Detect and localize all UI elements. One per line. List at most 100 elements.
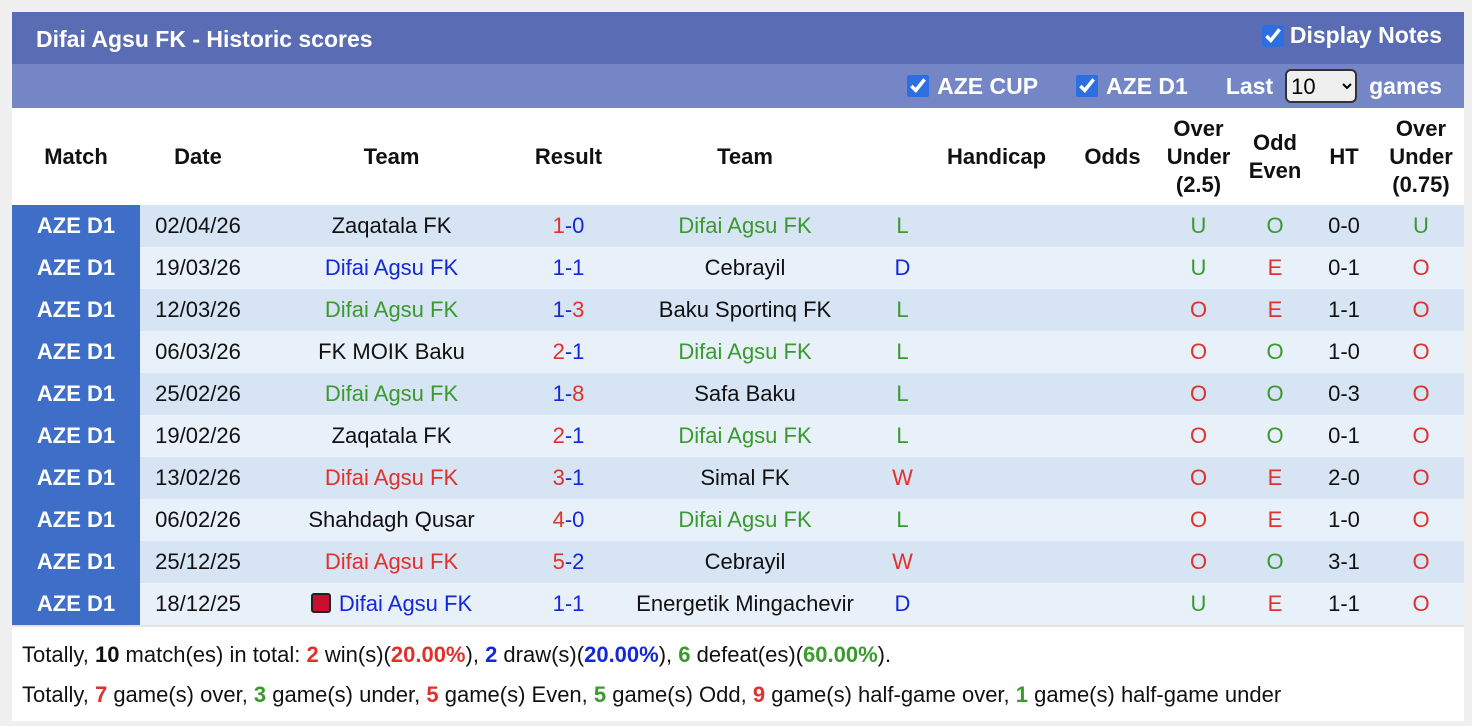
column-header: Team: [610, 108, 880, 205]
half-time: 0-0: [1310, 205, 1378, 247]
odds: [1068, 499, 1157, 541]
home-team-name: Difai Agsu FK: [324, 381, 459, 406]
score: 1-1: [552, 591, 585, 616]
result: 1-0: [527, 205, 610, 247]
outcome: L: [880, 331, 925, 373]
odd-even: E: [1240, 499, 1310, 541]
score: 1-3: [552, 297, 585, 322]
summary-text: Totally,: [22, 682, 95, 707]
summary-text: 9: [752, 682, 766, 707]
handicap: [925, 289, 1068, 331]
competition: AZE D1: [12, 331, 140, 373]
home-team-name: FK MOIK Baku: [318, 339, 465, 364]
home-team-name: Difai Agsu FK: [324, 549, 459, 574]
score: 2-1: [552, 423, 585, 448]
away-team: Safa Baku: [610, 373, 880, 415]
odd-even: E: [1240, 457, 1310, 499]
handicap: [925, 331, 1068, 373]
result: 5-2: [527, 541, 610, 583]
column-header: Handicap: [925, 108, 1068, 205]
outcome: L: [880, 373, 925, 415]
over-under-half: O: [1378, 415, 1464, 457]
date: 19/03/26: [140, 247, 256, 289]
over-under: O: [1157, 541, 1240, 583]
games-select[interactable]: 10: [1285, 69, 1358, 103]
display-notes-checkbox[interactable]: [1261, 24, 1284, 47]
outcome: W: [880, 457, 925, 499]
date: 25/02/26: [140, 373, 256, 415]
summary-line: Totally, 7 game(s) over, 3 game(s) under…: [22, 675, 1454, 715]
filter-checkbox[interactable]: [1076, 75, 1099, 97]
competition: AZE D1: [12, 457, 140, 499]
half-time: 0-1: [1310, 415, 1378, 457]
match-row: AZE D1 19/02/26 Zaqatala FK 2-1 Difai Agsu F…: [12, 415, 1464, 457]
match-row: AZE D1 25/02/26 Difai Agsu FK 1-8 Safa Baku L…: [12, 373, 1464, 415]
odds: [1068, 331, 1157, 373]
summary-text: 2: [306, 642, 319, 667]
outcome: D: [880, 583, 925, 625]
filter-bar: AZE CUP AZE D1 Last 10 games: [12, 64, 1464, 108]
handicap: [925, 457, 1068, 499]
away-team: Baku Sportinq FK: [610, 289, 880, 331]
odd-even: E: [1240, 247, 1310, 289]
handicap: [925, 373, 1068, 415]
column-header: [880, 108, 925, 205]
away-team: Cebrayil: [610, 541, 880, 583]
title-bar: Difai Agsu FK - Historic scores Display …: [12, 12, 1464, 64]
home-team-name: Difai Agsu FK: [324, 297, 459, 322]
summary-text: 3: [253, 682, 267, 707]
match-row: AZE D1 25/12/25 Difai Agsu FK 5-2 Cebrayil W O…: [12, 541, 1464, 583]
match-row: AZE D1 06/03/26 FK MOIK Baku 2-1 Difai Agsu …: [12, 331, 1464, 373]
summary-text: 60.00%: [803, 642, 878, 667]
half-time: 2-0: [1310, 457, 1378, 499]
odds: [1068, 457, 1157, 499]
half-time: 1-0: [1310, 331, 1378, 373]
over-under: U: [1157, 583, 1240, 625]
summary-text: ),: [658, 642, 679, 667]
over-under-half: O: [1378, 541, 1464, 583]
result: 1-1: [527, 247, 610, 289]
filter-checkbox[interactable]: [907, 75, 930, 97]
competition: AZE D1: [12, 499, 140, 541]
match-row: AZE D1 18/12/25 Difai Agsu FK 1-1 Energetik …: [12, 583, 1464, 625]
competition: AZE D1: [12, 583, 140, 625]
display-notes[interactable]: Display Notes: [1261, 22, 1442, 49]
filter-label: AZE CUP: [937, 72, 1039, 99]
summary-text: defeat(es)(: [690, 642, 804, 667]
half-time: 3-1: [1310, 541, 1378, 583]
home-team: Difai Agsu FK: [256, 583, 527, 625]
home-team: Difai Agsu FK: [256, 457, 527, 499]
score: 1-1: [552, 255, 585, 280]
over-under-half: O: [1378, 457, 1464, 499]
over-under-half: U: [1378, 205, 1464, 247]
odds: [1068, 205, 1157, 247]
odd-even: E: [1240, 583, 1310, 625]
odds: [1068, 541, 1157, 583]
odds: [1068, 289, 1157, 331]
over-under: U: [1157, 205, 1240, 247]
date: 13/02/26: [140, 457, 256, 499]
over-under: O: [1157, 331, 1240, 373]
column-header: Odds: [1068, 108, 1157, 205]
home-team: Difai Agsu FK: [256, 289, 527, 331]
match-row: AZE D1 12/03/26 Difai Agsu FK 1-3 Baku Sport…: [12, 289, 1464, 331]
odd-even: O: [1240, 331, 1310, 373]
summary-text: ),: [465, 642, 486, 667]
over-under-half: O: [1378, 331, 1464, 373]
half-time: 1-0: [1310, 499, 1378, 541]
date: 02/04/26: [140, 205, 256, 247]
over-under: O: [1157, 499, 1240, 541]
result: 2-1: [527, 331, 610, 373]
summary-text: 5: [426, 682, 439, 707]
home-team-name: Difai Agsu FK: [338, 591, 473, 616]
last-label: Last: [1225, 72, 1274, 99]
column-header: Over Under (2.5): [1157, 108, 1240, 205]
summary-text: 10: [94, 642, 120, 667]
match-row: AZE D1 13/02/26 Difai Agsu FK 3-1 Simal FK W O…: [12, 457, 1464, 499]
filter-label: AZE D1: [1106, 72, 1188, 99]
away-team: Simal FK: [610, 457, 880, 499]
over-under-half: O: [1378, 289, 1464, 331]
scores-table: Match Date Team Result Team Handicap Odd…: [12, 108, 1464, 625]
result: 4-0: [527, 499, 610, 541]
